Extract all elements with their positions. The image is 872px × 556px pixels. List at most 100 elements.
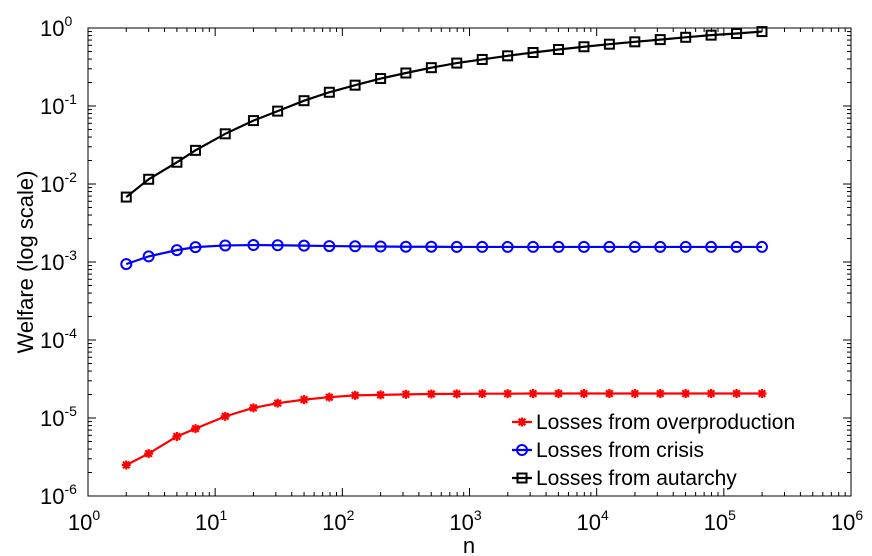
data-point-circle [271, 239, 284, 252]
data-point-square [120, 191, 132, 203]
data-point-circle [654, 240, 667, 253]
x-tick-exponent: 5 [728, 507, 736, 523]
data-point-circle [247, 239, 260, 252]
data-point-asterisk [172, 431, 182, 441]
data-point-asterisk [273, 398, 283, 408]
data-point-asterisk [528, 389, 538, 399]
data-point-square [171, 156, 183, 168]
data-point-square [272, 105, 284, 117]
data-point-circle [679, 240, 692, 253]
x-tick-exponent: 4 [601, 507, 609, 523]
data-point-asterisk [144, 449, 154, 459]
data-point-asterisk [220, 411, 230, 421]
x-axis-title: n [463, 533, 475, 556]
data-point-asterisk [190, 424, 200, 434]
series-layer [120, 26, 768, 470]
data-point-asterisk [324, 392, 334, 402]
data-point-asterisk [299, 395, 309, 405]
data-point-circle [527, 240, 540, 253]
data-point-square [219, 128, 231, 140]
y-tick-exponent: -4 [64, 325, 77, 341]
data-point-circle [399, 240, 412, 253]
data-point-square [553, 44, 565, 56]
data-point-asterisk [604, 389, 614, 399]
data-point-asterisk [477, 389, 487, 399]
data-point-asterisk [706, 389, 716, 399]
data-point-circle [577, 240, 590, 253]
data-point-asterisk [681, 389, 691, 399]
data-point-asterisk [630, 389, 640, 399]
data-point-circle [189, 241, 202, 254]
data-point-square [654, 34, 666, 46]
data-point-asterisk [503, 389, 513, 399]
data-point-square [247, 115, 259, 127]
data-point-square [349, 79, 361, 91]
data-point-square [680, 31, 692, 43]
legend-item-2: Losses from crisis [512, 439, 704, 462]
y-tick-exponent: -6 [64, 481, 77, 497]
y-tick-label: 10-3 [40, 247, 77, 275]
data-point-asterisk [401, 389, 411, 399]
legend-label: Losses from autarchy [536, 467, 737, 490]
data-point-circle [450, 240, 463, 253]
data-point-square [731, 28, 743, 40]
legend-item-1: Losses from overproduction [512, 411, 795, 434]
series-1 [121, 389, 767, 470]
data-point-circle [374, 240, 387, 253]
y-tick-exponent: -5 [64, 403, 77, 419]
data-point-square [629, 36, 641, 48]
data-point-asterisk [579, 389, 589, 399]
data-point-square [189, 144, 201, 156]
data-point-circle [323, 240, 336, 253]
data-point-asterisk [426, 389, 436, 399]
data-point-asterisk [376, 390, 386, 400]
y-tick-exponent: -2 [64, 169, 77, 185]
y-tick-exponent: -3 [64, 247, 77, 263]
data-point-circle [501, 240, 514, 253]
data-point-square [425, 62, 437, 74]
x-tick-exponent: 0 [92, 507, 100, 523]
data-point-square [705, 29, 717, 41]
x-tick-exponent: 3 [474, 507, 482, 523]
data-point-circle [628, 240, 641, 253]
data-point-circle [425, 240, 438, 253]
data-point-circle [142, 250, 155, 263]
data-point-asterisk [655, 389, 665, 399]
data-point-asterisk [121, 460, 131, 470]
data-point-square [375, 73, 387, 85]
data-point-asterisk [757, 389, 767, 399]
data-point-asterisk [350, 390, 360, 400]
data-point-square [502, 50, 514, 62]
series-3 [120, 26, 768, 203]
legend-marker-square [516, 472, 528, 484]
data-point-square [527, 47, 539, 59]
minor-ticks [88, 28, 851, 496]
data-point-circle [476, 240, 489, 253]
y-tick-exponent: -1 [64, 91, 77, 107]
data-point-asterisk [248, 403, 258, 413]
data-point-asterisk [554, 389, 564, 399]
data-point-asterisk [452, 389, 462, 399]
legend-label: Losses from overproduction [536, 411, 795, 434]
data-point-asterisk [732, 389, 742, 399]
data-point-circle [170, 244, 183, 257]
data-point-circle [730, 240, 743, 253]
data-point-square [756, 26, 768, 38]
data-point-circle [755, 240, 768, 253]
data-point-circle [219, 239, 232, 252]
data-point-circle [603, 240, 616, 253]
x-tick-exponent: 6 [855, 507, 863, 523]
legend-label: Losses from crisis [536, 439, 704, 462]
legend: Losses from overproduction Losses from cr… [512, 411, 795, 490]
legend-item-3: Losses from autarchy [512, 467, 737, 490]
y-tick-exponent: 0 [64, 13, 72, 29]
x-tick-exponent: 2 [347, 507, 355, 523]
x-tick-label: 100 [68, 507, 100, 535]
x-tick-label: 103 [449, 507, 481, 535]
x-tick-exponent: 1 [220, 507, 228, 523]
data-point-square [323, 86, 335, 98]
data-point-square [451, 57, 463, 69]
data-point-square [298, 95, 310, 107]
data-point-square [400, 67, 412, 79]
